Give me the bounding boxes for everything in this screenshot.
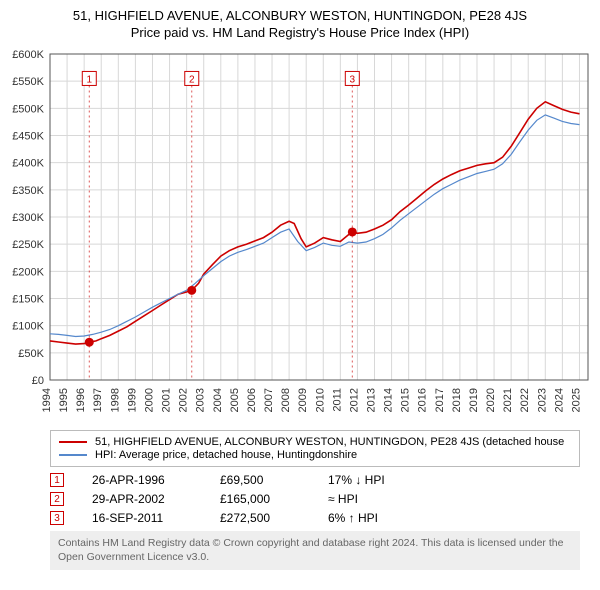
legend-label: 51, HIGHFIELD AVENUE, ALCONBURY WESTON, … bbox=[95, 436, 564, 448]
legend-label: HPI: Average price, detached house, Hunt… bbox=[95, 449, 357, 461]
svg-text:1: 1 bbox=[87, 74, 93, 85]
svg-text:2019: 2019 bbox=[468, 388, 480, 412]
chart-title-line2: Price paid vs. HM Land Registry's House … bbox=[0, 25, 600, 40]
svg-text:£100K: £100K bbox=[12, 321, 44, 333]
svg-text:2006: 2006 bbox=[246, 388, 258, 412]
svg-text:2020: 2020 bbox=[485, 388, 497, 412]
svg-text:£350K: £350K bbox=[12, 185, 44, 197]
legend-swatch bbox=[59, 441, 87, 443]
chart-container: 51, HIGHFIELD AVENUE, ALCONBURY WESTON, … bbox=[0, 0, 600, 570]
svg-text:£250K: £250K bbox=[12, 239, 44, 251]
sales-table: 1 26-APR-1996 £69,500 17% ↓ HPI 2 29-APR-2002… bbox=[50, 473, 580, 525]
svg-text:2016: 2016 bbox=[417, 388, 429, 412]
svg-text:£450K: £450K bbox=[12, 131, 44, 143]
sale-price: £272,500 bbox=[220, 511, 300, 525]
svg-text:£550K: £550K bbox=[12, 76, 44, 88]
sale-diff: 17% ↓ HPI bbox=[328, 473, 408, 487]
sale-row-marker: 3 bbox=[50, 511, 64, 525]
svg-text:£500K: £500K bbox=[12, 103, 44, 115]
svg-text:£50K: £50K bbox=[18, 348, 44, 360]
svg-text:1998: 1998 bbox=[109, 388, 121, 412]
svg-text:2005: 2005 bbox=[229, 388, 241, 412]
sale-row-marker: 1 bbox=[50, 473, 64, 487]
svg-text:1994: 1994 bbox=[41, 388, 53, 412]
sale-dot-3 bbox=[348, 227, 357, 236]
svg-text:2018: 2018 bbox=[451, 388, 463, 412]
svg-text:2011: 2011 bbox=[331, 388, 343, 412]
svg-text:2: 2 bbox=[189, 74, 195, 85]
svg-text:£400K: £400K bbox=[12, 158, 44, 170]
svg-text:2014: 2014 bbox=[383, 388, 395, 412]
svg-text:£600K: £600K bbox=[12, 49, 44, 61]
svg-text:2001: 2001 bbox=[161, 388, 173, 412]
svg-text:1997: 1997 bbox=[92, 388, 104, 412]
sale-diff: 6% ↑ HPI bbox=[328, 511, 408, 525]
svg-text:2008: 2008 bbox=[280, 388, 292, 412]
svg-text:2023: 2023 bbox=[536, 388, 548, 412]
attribution-text: Contains HM Land Registry data © Crown c… bbox=[50, 531, 580, 570]
svg-text:2007: 2007 bbox=[263, 388, 275, 412]
svg-text:2010: 2010 bbox=[314, 388, 326, 412]
svg-text:2000: 2000 bbox=[143, 388, 155, 412]
sale-date: 26-APR-1996 bbox=[92, 473, 192, 487]
chart-area: £0 £50K £100K £150K £200K £250K £300K £350K £400… bbox=[0, 46, 600, 426]
sale-price: £69,500 bbox=[220, 473, 300, 487]
svg-text:£0: £0 bbox=[32, 375, 44, 387]
chart-title-line1: 51, HIGHFIELD AVENUE, ALCONBURY WESTON, … bbox=[0, 8, 600, 23]
svg-text:2017: 2017 bbox=[434, 388, 446, 412]
svg-text:£300K: £300K bbox=[12, 212, 44, 224]
svg-text:2004: 2004 bbox=[212, 388, 224, 412]
sale-price: £165,000 bbox=[220, 492, 300, 506]
sale-date: 16-SEP-2011 bbox=[92, 511, 192, 525]
legend-row: HPI: Average price, detached house, Hunt… bbox=[59, 449, 571, 461]
sale-dot-2 bbox=[187, 286, 196, 295]
sale-row-marker: 2 bbox=[50, 492, 64, 506]
sale-row: 1 26-APR-1996 £69,500 17% ↓ HPI bbox=[50, 473, 580, 487]
sale-row: 2 29-APR-2002 £165,000 ≈ HPI bbox=[50, 492, 580, 506]
svg-text:2024: 2024 bbox=[553, 388, 565, 412]
sale-row: 3 16-SEP-2011 £272,500 6% ↑ HPI bbox=[50, 511, 580, 525]
svg-text:1995: 1995 bbox=[58, 388, 70, 412]
sale-dot-1 bbox=[85, 338, 94, 347]
legend: 51, HIGHFIELD AVENUE, ALCONBURY WESTON, … bbox=[50, 430, 580, 467]
svg-text:2009: 2009 bbox=[297, 388, 309, 412]
svg-text:2003: 2003 bbox=[195, 388, 207, 412]
chart-svg: £0 £50K £100K £150K £200K £250K £300K £350K £400… bbox=[0, 46, 600, 426]
svg-text:2021: 2021 bbox=[502, 388, 514, 412]
svg-text:2015: 2015 bbox=[400, 388, 412, 412]
svg-text:2002: 2002 bbox=[178, 388, 190, 412]
svg-text:£150K: £150K bbox=[12, 294, 44, 306]
sale-diff: ≈ HPI bbox=[328, 492, 408, 506]
svg-text:3: 3 bbox=[350, 74, 356, 85]
svg-text:1996: 1996 bbox=[75, 388, 87, 412]
svg-text:2012: 2012 bbox=[348, 388, 360, 412]
legend-row: 51, HIGHFIELD AVENUE, ALCONBURY WESTON, … bbox=[59, 436, 571, 448]
sale-date: 29-APR-2002 bbox=[92, 492, 192, 506]
svg-text:£200K: £200K bbox=[12, 266, 44, 278]
svg-text:2022: 2022 bbox=[519, 388, 531, 412]
svg-text:2025: 2025 bbox=[570, 388, 582, 412]
svg-text:2013: 2013 bbox=[366, 388, 378, 412]
legend-swatch bbox=[59, 454, 87, 456]
svg-text:1999: 1999 bbox=[126, 388, 138, 412]
